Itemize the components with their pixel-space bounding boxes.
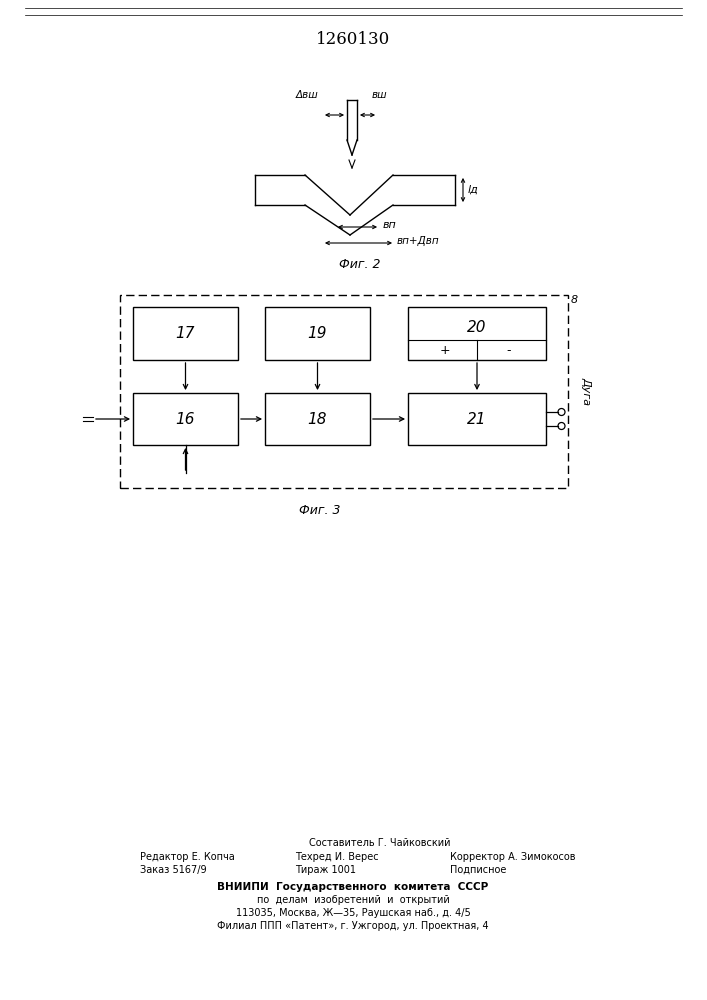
Text: Тираж 1001: Тираж 1001 bbox=[295, 865, 356, 875]
Text: +: + bbox=[440, 344, 450, 357]
Text: 17: 17 bbox=[176, 326, 195, 341]
Bar bbox=[408, 307, 546, 360]
Text: 16: 16 bbox=[176, 412, 195, 426]
Text: по  делам  изобретений  и  открытий: по делам изобретений и открытий bbox=[257, 895, 450, 905]
Bar bbox=[408, 393, 546, 445]
Text: Корректор А. Зимокосов: Корректор А. Зимокосов bbox=[450, 852, 575, 862]
Bar bbox=[133, 393, 238, 445]
Text: вп+Двп: вп+Двп bbox=[397, 236, 440, 246]
Text: Заказ 5167/9: Заказ 5167/9 bbox=[140, 865, 206, 875]
Text: ВНИИПИ  Государственного  комитета  СССР: ВНИИПИ Государственного комитета СССР bbox=[217, 882, 489, 892]
Text: 113035, Москва, Ж—35, Раушская наб., д. 4/5: 113035, Москва, Ж—35, Раушская наб., д. … bbox=[235, 908, 470, 918]
Text: Фиг. 3: Фиг. 3 bbox=[299, 504, 341, 516]
Text: Филиал ППП «Патент», г. Ужгород, ул. Проектная, 4: Филиал ППП «Патент», г. Ужгород, ул. Про… bbox=[217, 921, 489, 931]
Text: Подписное: Подписное bbox=[450, 865, 506, 875]
Text: Техред И. Верес: Техред И. Верес bbox=[295, 852, 379, 862]
Text: 20: 20 bbox=[467, 320, 486, 335]
Text: lд: lд bbox=[468, 185, 479, 195]
Text: Редактор Е. Копча: Редактор Е. Копча bbox=[140, 852, 235, 862]
Text: Δвш: Δвш bbox=[296, 90, 318, 100]
Bar bbox=[265, 307, 370, 360]
Text: 18: 18 bbox=[308, 412, 327, 426]
Bar bbox=[265, 393, 370, 445]
Text: -: - bbox=[506, 344, 511, 357]
Text: 1260130: 1260130 bbox=[316, 31, 390, 48]
Bar bbox=[120, 295, 568, 488]
Bar bbox=[133, 307, 238, 360]
Text: 19: 19 bbox=[308, 326, 327, 341]
Text: Фиг. 2: Фиг. 2 bbox=[339, 258, 381, 271]
Text: вш: вш bbox=[372, 90, 387, 100]
Text: 21: 21 bbox=[467, 412, 486, 426]
Text: 8: 8 bbox=[571, 295, 578, 305]
Text: Составитель Г. Чайковский: Составитель Г. Чайковский bbox=[309, 838, 451, 848]
Text: Дуга: Дуга bbox=[581, 377, 591, 405]
Text: вп: вп bbox=[383, 220, 397, 230]
